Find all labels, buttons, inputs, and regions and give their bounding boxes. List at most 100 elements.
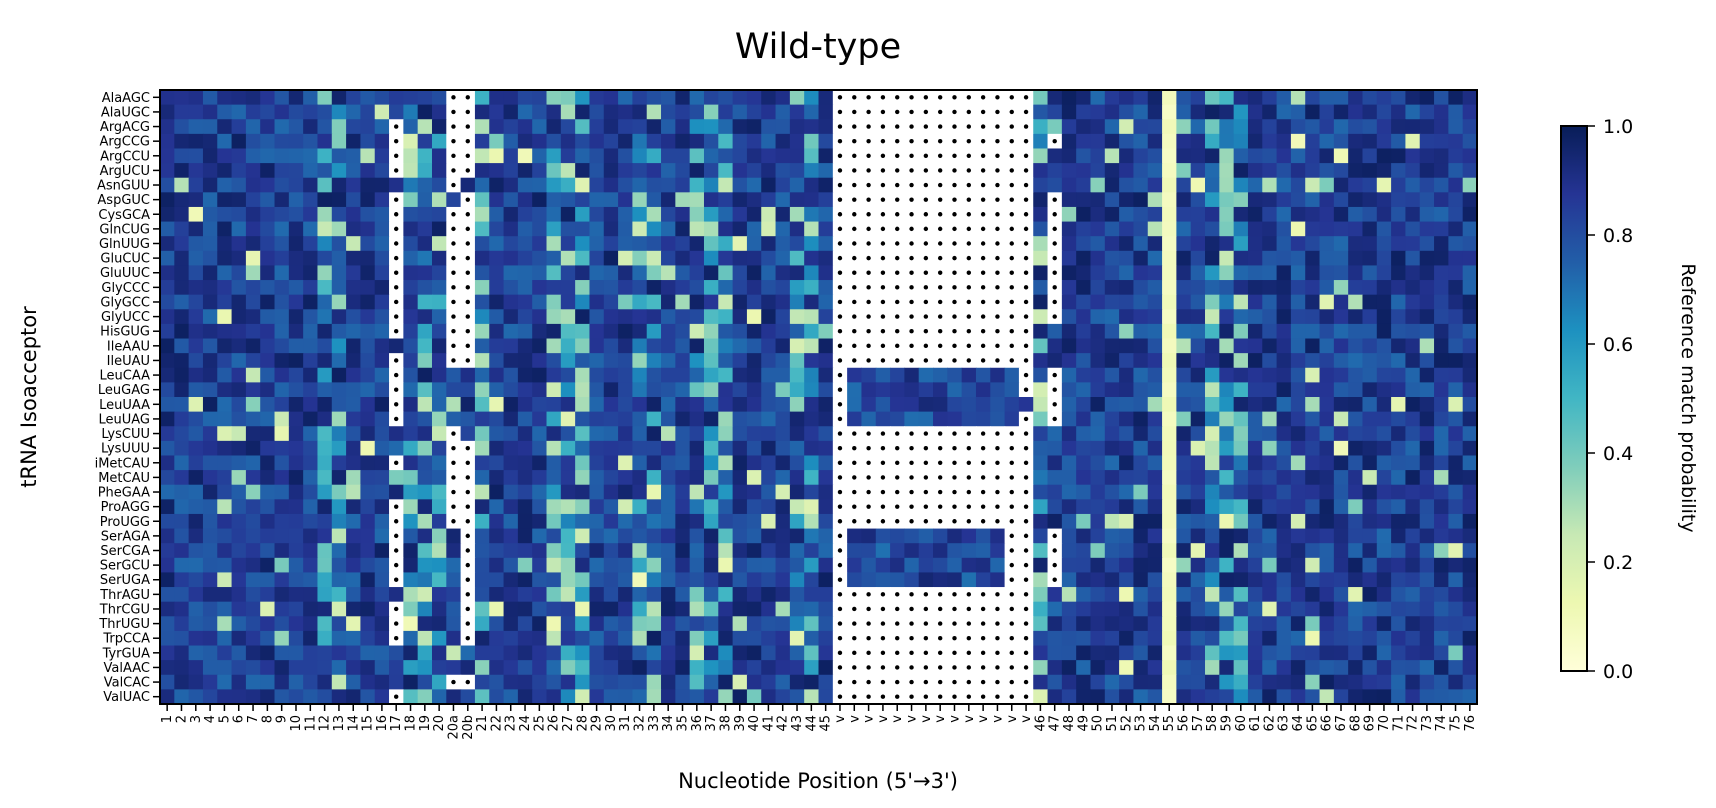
heatmap-cell — [417, 367, 433, 383]
heatmap-cell — [1033, 192, 1049, 208]
y-tick-label: TyrGUA — [102, 646, 151, 661]
heatmap-cell — [1290, 280, 1306, 296]
heatmap-cell — [732, 411, 748, 427]
heatmap-cell — [1147, 689, 1163, 705]
heatmap-cell — [1362, 557, 1378, 574]
absent-dot — [394, 460, 399, 465]
y-tick-label: GlyCCC — [101, 281, 150, 296]
heatmap-cell — [532, 294, 548, 310]
heatmap-cell — [1434, 338, 1449, 354]
absent-dot — [1023, 577, 1029, 582]
heatmap-cell — [775, 674, 791, 690]
heatmap-cell — [517, 528, 533, 544]
heatmap-cell — [646, 440, 662, 457]
heatmap-cell — [818, 192, 834, 208]
heatmap-cell — [303, 265, 319, 281]
heatmap-cell — [761, 280, 777, 296]
heatmap-cell — [689, 455, 705, 471]
heatmap-cell — [689, 674, 705, 690]
heatmap-cell — [274, 90, 290, 106]
heatmap-cell — [1147, 397, 1163, 413]
absent-dot — [837, 299, 843, 305]
heatmap-cell — [918, 572, 934, 588]
heatmap-cell — [231, 616, 247, 632]
heatmap-cell — [1262, 645, 1278, 661]
absent-dot — [923, 694, 929, 699]
heatmap-cell — [1033, 397, 1049, 413]
heatmap-cell — [789, 411, 805, 427]
absent-dot — [995, 358, 1000, 363]
heatmap-cell — [1076, 689, 1092, 705]
heatmap-cell — [317, 192, 333, 208]
absent-dot — [394, 255, 399, 261]
absent-dot — [895, 241, 900, 246]
heatmap-cell — [303, 587, 319, 603]
x-tick-label: 48 — [1062, 715, 1077, 732]
heatmap-cell — [618, 206, 634, 223]
heatmap-cell — [646, 250, 662, 267]
absent-dot — [465, 621, 470, 626]
heatmap-cell — [603, 119, 619, 135]
heatmap-cell — [775, 572, 791, 588]
heatmap-cell — [789, 426, 805, 442]
heatmap-cell — [1305, 133, 1321, 150]
absent-dot — [895, 665, 900, 670]
heatmap-cell — [503, 528, 519, 544]
heatmap-cell — [1391, 455, 1407, 471]
heatmap-cell — [746, 338, 762, 354]
heatmap-cell — [260, 630, 276, 647]
heatmap-cell — [1434, 221, 1449, 237]
heatmap-cell — [503, 250, 519, 267]
absent-dot — [837, 226, 843, 232]
heatmap-cell — [1162, 90, 1177, 106]
heatmap-cell — [575, 601, 591, 617]
heatmap-cell — [1348, 177, 1364, 193]
heatmap-cell — [1362, 353, 1378, 369]
colorbar-tick-label: 0.2 — [1603, 552, 1633, 574]
absent-dot — [852, 182, 857, 188]
heatmap-cell — [1290, 206, 1306, 223]
heatmap-cell — [360, 689, 376, 705]
absent-dot — [394, 138, 399, 144]
absent-dot — [880, 124, 886, 129]
heatmap-cell — [1176, 484, 1192, 500]
heatmap-cell — [689, 587, 705, 603]
heatmap-cell — [990, 572, 1006, 588]
heatmap-cell — [1233, 148, 1249, 164]
heatmap-cell — [503, 689, 519, 705]
absent-dot — [909, 329, 914, 334]
heatmap-cell — [346, 236, 362, 252]
absent-dot — [852, 138, 857, 144]
absent-dot — [937, 694, 943, 699]
heatmap-cell — [1333, 616, 1349, 632]
heatmap-cell — [331, 236, 347, 252]
heatmap-cell — [517, 470, 533, 486]
absent-dot — [966, 445, 972, 451]
heatmap-cell — [403, 411, 419, 427]
heatmap-cell — [1376, 397, 1392, 413]
heatmap-cell — [961, 557, 977, 574]
heatmap-cell — [575, 133, 591, 150]
heatmap-cell — [288, 177, 304, 193]
absent-dot — [895, 124, 900, 129]
heatmap-cell — [217, 601, 233, 617]
heatmap-cell — [1076, 177, 1092, 193]
heatmap-cell — [202, 513, 218, 530]
heatmap-cell — [818, 367, 834, 383]
heatmap-cell — [431, 397, 447, 413]
heatmap-cell — [1448, 353, 1464, 369]
heatmap-cell — [1133, 455, 1149, 471]
heatmap-cell — [1305, 163, 1321, 179]
heatmap-cell — [431, 163, 447, 179]
heatmap-cell — [174, 265, 190, 281]
absent-dot — [909, 197, 914, 202]
heatmap-cell — [560, 557, 576, 574]
heatmap-cell — [1362, 236, 1378, 252]
heatmap-cell — [1104, 367, 1120, 383]
heatmap-cell — [417, 148, 433, 164]
heatmap-cell — [1076, 660, 1092, 676]
heatmap-cell — [718, 660, 734, 676]
heatmap-cell — [317, 353, 333, 369]
heatmap-cell — [1434, 557, 1449, 574]
absent-dot — [909, 241, 914, 246]
